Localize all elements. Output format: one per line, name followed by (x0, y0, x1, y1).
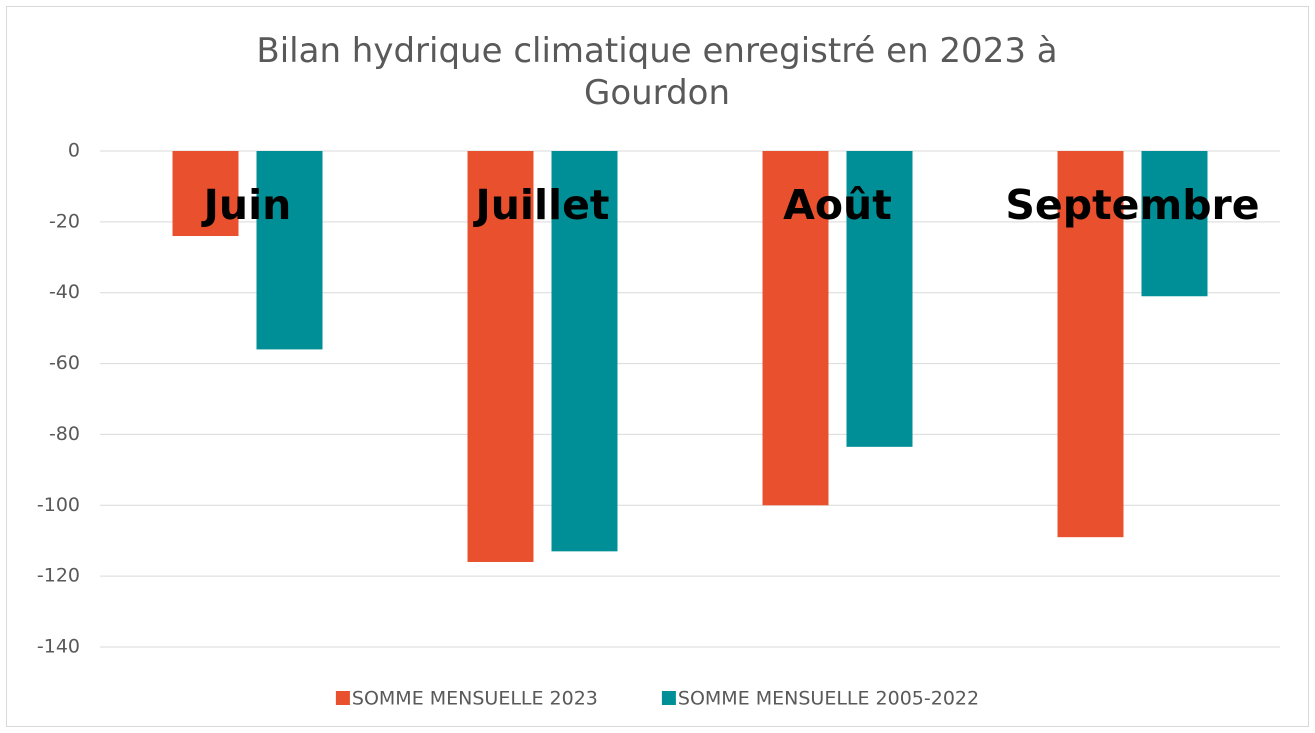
legend-swatch (335, 691, 350, 705)
category-label: Juillet (472, 181, 609, 229)
bar (762, 151, 829, 506)
y-tick-label: -60 (49, 352, 80, 374)
legend-label: SOMME MENSUELLE 2005-2022 (678, 688, 979, 710)
bar (172, 151, 239, 237)
bar (1057, 151, 1124, 538)
category-label: Août (783, 181, 892, 229)
legend-swatch (661, 691, 676, 705)
chart-border (6, 6, 1309, 727)
y-tick-label: 0 (68, 140, 80, 162)
bar (256, 151, 323, 350)
bar (467, 151, 534, 562)
y-tick-label: -120 (37, 565, 80, 587)
category-label: Septembre (1005, 181, 1259, 229)
y-tick-label: -20 (49, 210, 80, 232)
chart-title: Bilan hydrique climatique enregistré en … (256, 31, 1058, 113)
y-tick-label: -40 (49, 281, 80, 303)
bar (1141, 151, 1208, 297)
legend-label: SOMME MENSUELLE 2023 (352, 688, 598, 710)
category-label: Juin (201, 181, 292, 229)
y-tick-label: -140 (37, 636, 80, 658)
y-tick-label: -80 (49, 423, 80, 445)
y-tick-label: -100 (37, 494, 80, 516)
bar (551, 151, 618, 552)
bar (846, 151, 913, 447)
